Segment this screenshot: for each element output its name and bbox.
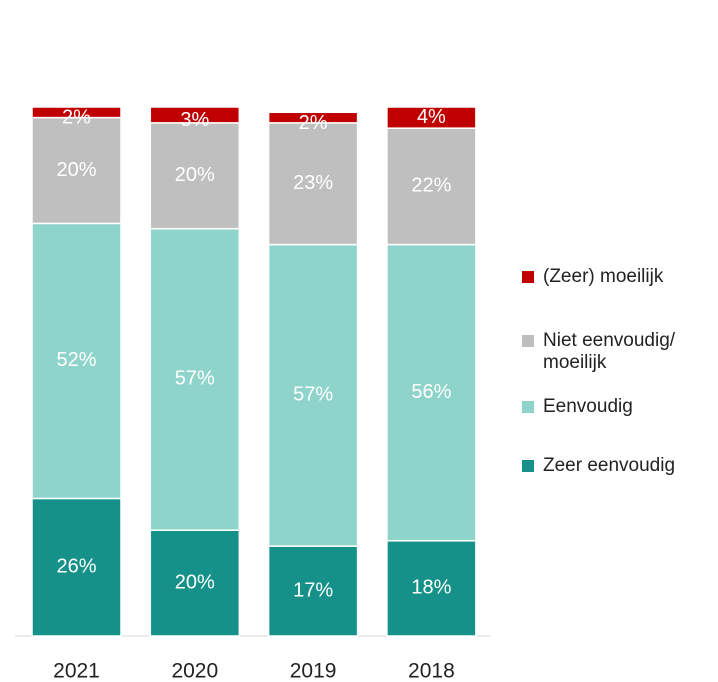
data-label: 2% xyxy=(62,107,91,129)
bar-segment xyxy=(149,122,241,230)
data-label: 52% xyxy=(56,349,96,371)
data-label: 17% xyxy=(293,579,333,601)
data-label: 20% xyxy=(175,164,215,186)
legend-swatch xyxy=(522,335,534,347)
legend-label: (Zeer) moeilijk xyxy=(543,266,664,287)
bar-segment xyxy=(386,106,477,129)
x-tick-label: 2019 xyxy=(290,660,337,682)
x-tick-label: 2021 xyxy=(53,660,100,682)
data-label: 26% xyxy=(56,556,96,578)
bar-segment xyxy=(386,127,477,246)
bar-segment xyxy=(149,227,241,531)
bar-segment xyxy=(386,540,477,637)
bar-segment xyxy=(386,243,477,542)
bar-segment xyxy=(149,529,241,637)
legend-swatch xyxy=(522,460,534,472)
data-label: 57% xyxy=(175,368,215,390)
legend-item: Zeer eenvoudig xyxy=(522,455,712,477)
data-label: 2% xyxy=(299,112,328,134)
x-tick-label: 2020 xyxy=(171,660,218,682)
data-label: 23% xyxy=(293,172,333,194)
bar-segment xyxy=(31,116,122,225)
bar-segment xyxy=(267,545,359,637)
data-label: 56% xyxy=(411,381,451,403)
data-label: 4% xyxy=(417,106,446,128)
legend-swatch xyxy=(522,401,534,413)
legend-label: Eenvoudig xyxy=(543,396,633,417)
data-label: 22% xyxy=(411,175,451,197)
bar-segment xyxy=(31,106,122,119)
bar-segment xyxy=(149,106,241,124)
legend-item: Eenvoudig xyxy=(522,396,712,418)
legend-label: Zeer eenvoudig xyxy=(543,455,676,476)
bar-segment xyxy=(31,222,122,500)
bar-segment xyxy=(267,243,359,547)
bar-segment xyxy=(267,111,359,124)
legend-label: Niet eenvoudig/ moeilijk xyxy=(543,330,676,373)
data-label: 18% xyxy=(411,577,451,599)
x-tick-label: 2018 xyxy=(408,660,455,682)
data-label: 20% xyxy=(175,571,215,593)
legend-item: Niet eenvoudig/ moeilijk xyxy=(522,330,712,374)
legend-item: (Zeer) moeilijk xyxy=(522,266,712,288)
legend-swatch xyxy=(522,271,534,283)
bar-segment xyxy=(31,497,122,637)
data-label: 57% xyxy=(293,384,333,406)
data-label: 3% xyxy=(180,109,209,131)
data-label: 20% xyxy=(56,159,96,181)
